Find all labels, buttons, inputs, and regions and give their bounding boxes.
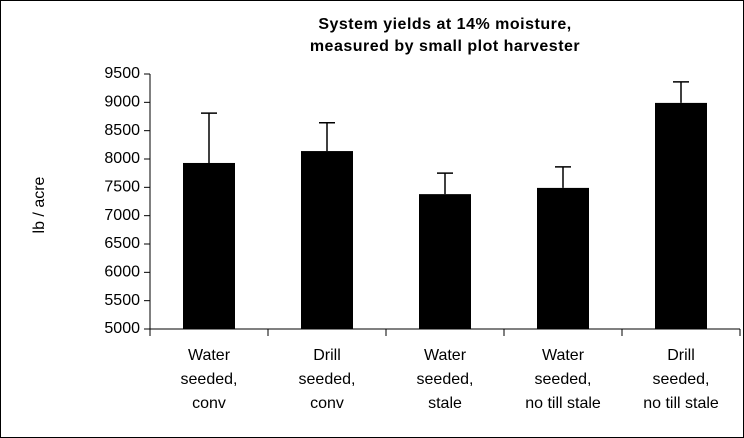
chart-title: System yields at 14% moisture, bbox=[318, 16, 571, 33]
y-axis-label: lb / acre bbox=[31, 176, 48, 233]
x-tick-label: conv bbox=[192, 395, 226, 412]
x-tick-label: Water bbox=[542, 347, 585, 364]
x-tick-label: no till stale bbox=[643, 395, 719, 412]
error-bar bbox=[201, 112, 217, 163]
y-tick-label: 7500 bbox=[104, 179, 140, 196]
y-tick-label: 5000 bbox=[104, 320, 140, 337]
y-tick-label: 8500 bbox=[104, 122, 140, 139]
x-tick-label: Water bbox=[424, 347, 467, 364]
x-tick-label: no till stale bbox=[525, 395, 601, 412]
error-bar bbox=[673, 81, 689, 103]
bar bbox=[419, 194, 471, 329]
x-tick-label: seeded, bbox=[417, 371, 474, 388]
x-tick-label: conv bbox=[310, 395, 344, 412]
x-tick-label: Water bbox=[188, 347, 231, 364]
x-tick-label: seeded, bbox=[181, 371, 238, 388]
x-tick-label: seeded, bbox=[299, 371, 356, 388]
x-tick-label: Drill bbox=[313, 347, 341, 364]
bar bbox=[183, 162, 235, 329]
y-tick-label: 6500 bbox=[104, 235, 140, 252]
error-bar bbox=[319, 121, 335, 152]
y-tick-label: 5500 bbox=[104, 292, 140, 309]
y-tick-label: 9500 bbox=[104, 65, 140, 82]
chart-title: measured by small plot harvester bbox=[310, 38, 580, 55]
x-tick-label: seeded, bbox=[535, 371, 592, 388]
bar bbox=[301, 151, 353, 329]
y-tick-label: 7000 bbox=[104, 207, 140, 224]
bar bbox=[537, 187, 589, 329]
error-bar bbox=[555, 166, 571, 188]
x-tick-label: stale bbox=[428, 395, 462, 412]
y-tick-label: 9000 bbox=[104, 94, 140, 111]
y-tick-label: 8000 bbox=[104, 150, 140, 167]
x-tick-label: Drill bbox=[667, 347, 695, 364]
x-tick-label: seeded, bbox=[653, 371, 710, 388]
error-bar bbox=[437, 172, 453, 195]
y-tick-label: 6000 bbox=[104, 264, 140, 281]
bar bbox=[655, 102, 707, 330]
